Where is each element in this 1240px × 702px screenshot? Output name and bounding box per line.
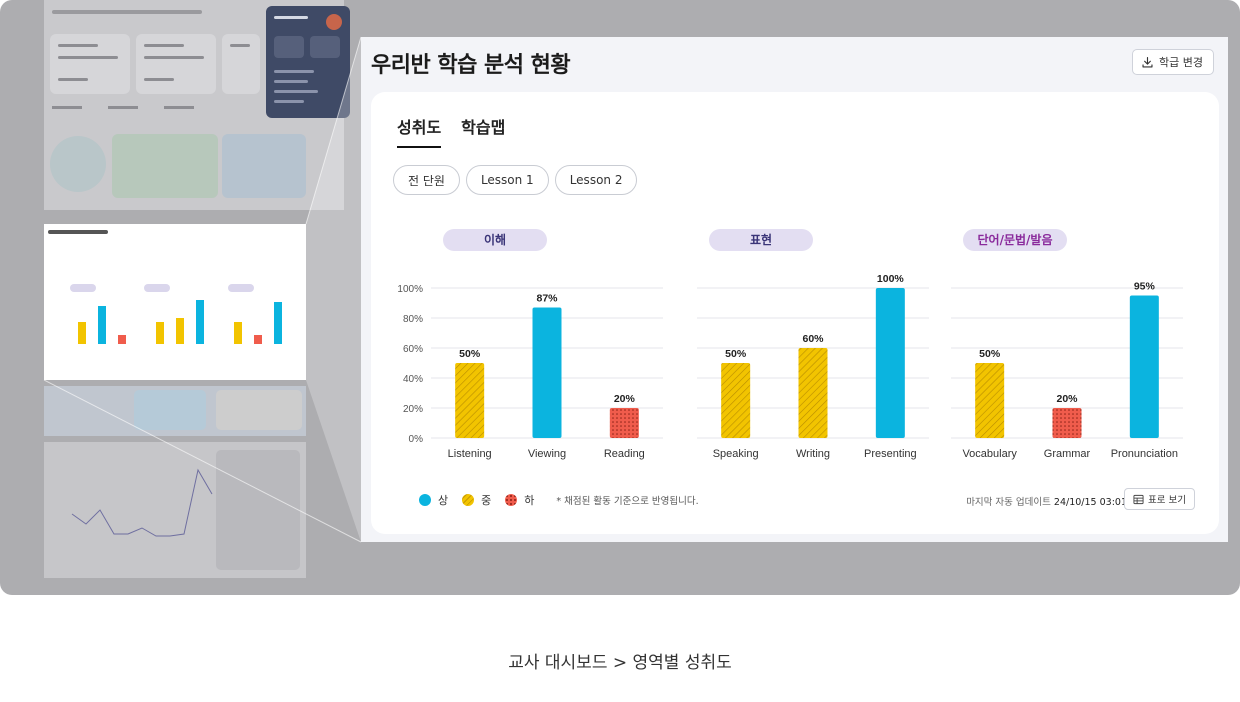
group-title-pill (709, 229, 813, 251)
group-title: 이해 (484, 232, 506, 247)
achievement-chart: 0% 20% 40% 60% 80% 100% 이해 50% Listening 87% Viewi… (397, 229, 1183, 460)
y-tick-label: 80% (403, 314, 423, 325)
x-category-label: Reading (604, 448, 645, 460)
bar-listening (455, 363, 485, 438)
page-title: 우리반 학습 분석 현황 (371, 53, 571, 78)
group-title-pill (963, 229, 1067, 251)
high-dot-icon (419, 494, 431, 506)
bar-grammar (1052, 408, 1082, 438)
legend-high: 상 (419, 492, 448, 508)
bar-value-label: 20% (614, 393, 636, 405)
class-change-button[interactable]: 학급 변경 (1132, 49, 1214, 75)
bar-value-label: 50% (725, 348, 747, 360)
bar-presenting (875, 288, 905, 438)
last-updated: 마지막 자동 업데이트 24/10/15 03:01 (966, 497, 1127, 508)
x-category-label: Speaking (713, 448, 759, 460)
tab-achievement[interactable]: 성취도 (397, 114, 442, 148)
x-category-label: Pronunciation (1111, 448, 1178, 460)
mid-dot-icon (462, 494, 475, 506)
bar-reading (609, 408, 639, 438)
unit-filter: 전 단원 Lesson 1 Lesson 2 (393, 165, 638, 195)
achievement-card: 성취도 학습맵 전 단원 Lesson 1 Lesson 2 0% 20% 40% 6… (371, 92, 1219, 534)
thumbnail-strip (44, 386, 306, 436)
filter-lesson-2[interactable]: Lesson 2 (554, 165, 638, 195)
class-change-label: 학급 변경 (1159, 56, 1203, 69)
legend-low: 하 (505, 492, 534, 508)
thumbnail-analysis-panel (44, 224, 306, 380)
x-category-label: Viewing (528, 448, 566, 460)
bar-value-label: 87% (536, 293, 558, 305)
low-dot-icon (505, 494, 518, 506)
y-tick-label: 60% (403, 344, 423, 355)
thumbnail-line-chart (44, 442, 306, 578)
y-tick-label: 40% (403, 374, 423, 385)
x-category-label: Presenting (864, 448, 917, 460)
table-icon (1133, 494, 1144, 504)
bar-pronunciation (1129, 295, 1159, 438)
y-tick-label: 20% (403, 404, 423, 415)
tab-bar: 성취도 학습맵 (397, 114, 505, 148)
bar-value-label: 20% (1056, 393, 1078, 405)
group-title: 단어/문법/발음 (977, 232, 1052, 247)
filter-lesson-1[interactable]: Lesson 1 (465, 165, 549, 195)
bar-value-label: 60% (802, 333, 824, 345)
tab-learning-map[interactable]: 학습맵 (461, 118, 506, 137)
x-category-label: Listening (448, 448, 492, 460)
bar-vocabulary (975, 363, 1005, 438)
zoom-projection (43, 36, 362, 543)
bar-viewing (532, 307, 562, 438)
x-category-label: Vocabulary (962, 448, 1017, 460)
bar-value-label: 50% (459, 348, 481, 360)
x-category-label: Grammar (1044, 448, 1091, 460)
bar-writing (798, 348, 828, 438)
analysis-panel: 우리반 학습 분석 현황 학급 변경 성취도 학습맵 전 단원 Lesson 1… (361, 37, 1228, 542)
bar-value-label: 50% (979, 348, 1001, 360)
caption: 교사 대시보드 > 영역별 성취도 (508, 653, 732, 673)
download-icon (1142, 56, 1153, 68)
legend-mid: 중 (462, 492, 491, 508)
group-title: 표현 (750, 232, 772, 247)
bar-value-label: 95% (1134, 281, 1156, 293)
x-category-label: Writing (796, 448, 830, 460)
bar-speaking (721, 363, 751, 438)
dashboard-thumbnail (44, 0, 350, 595)
table-view-button[interactable]: 표로 보기 (1124, 488, 1195, 510)
group-title-pill (443, 229, 547, 251)
y-tick-label: 100% (397, 284, 423, 295)
grading-note: * 채점된 활동 기준으로 반영됩니다. (556, 496, 699, 507)
bar-value-label: 100% (877, 273, 905, 285)
filter-all-units[interactable]: 전 단원 (393, 165, 460, 195)
last-updated-value: 24/10/15 03:01 (1053, 497, 1127, 508)
legend: 상 중 하 * 채점된 활동 기준으로 반영됩니다. (419, 492, 699, 508)
thumbnail-greeting-card (266, 6, 350, 118)
y-tick-label: 0% (409, 434, 424, 445)
